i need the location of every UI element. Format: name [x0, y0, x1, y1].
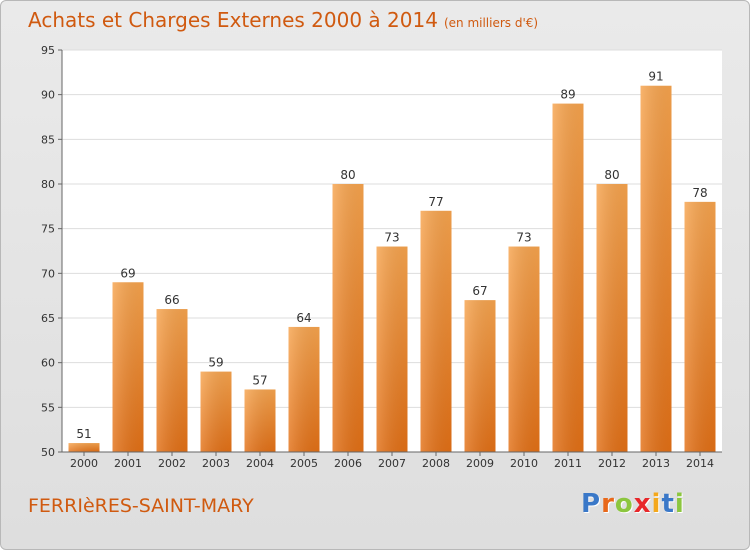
bar-shading-2004	[244, 389, 276, 452]
y-tick-label: 85	[41, 133, 55, 146]
bar-shading-2014	[684, 201, 716, 452]
bar-shading-2003	[200, 371, 232, 452]
data-label-2013: 91	[648, 70, 663, 84]
data-label-2008: 77	[428, 195, 443, 209]
bar-shading-2002	[156, 309, 188, 452]
proxiti-logo: Proxiti	[581, 489, 685, 519]
x-tick-label-2009: 2009	[466, 457, 494, 470]
data-label-2014: 78	[692, 186, 707, 200]
x-tick-label-2007: 2007	[378, 457, 406, 470]
x-tick-label-2003: 2003	[202, 457, 230, 470]
chart-title-text: Achats et Charges Externes 2000 à 2014	[28, 8, 438, 32]
data-label-2012: 80	[604, 168, 619, 182]
y-tick-label: 80	[41, 178, 55, 191]
x-tick-label-2004: 2004	[246, 457, 274, 470]
x-tick-label-2001: 2001	[114, 457, 142, 470]
y-tick-label: 90	[41, 89, 55, 102]
data-label-2001: 69	[120, 266, 135, 280]
logo-letter: i	[651, 489, 662, 519]
logo-letter: t	[661, 489, 675, 519]
x-tick-label-2010: 2010	[510, 457, 538, 470]
bar-shading-2006	[332, 184, 364, 452]
x-tick-label-2011: 2011	[554, 457, 582, 470]
bar-shading-2007	[376, 246, 408, 452]
data-label-2000: 51	[76, 427, 91, 441]
x-tick-label-2002: 2002	[158, 457, 186, 470]
bar-shading-2000	[68, 443, 100, 452]
bar-shading-2012	[596, 184, 628, 452]
y-tick-label: 95	[41, 44, 55, 57]
bar-shading-2008	[420, 210, 452, 452]
axes: 50 55 60 65 70 75 80 85 90 95 2000 2001 2002 2003 2004…	[41, 44, 722, 470]
bar-shading-2009	[464, 300, 496, 452]
data-label-2010: 73	[516, 231, 531, 245]
x-tick-label-2000: 2000	[70, 457, 98, 470]
data-label-2011: 89	[560, 88, 575, 102]
bar-shading-2001	[112, 282, 144, 452]
x-tick-label-2014: 2014	[686, 457, 714, 470]
y-tick-label: 55	[41, 401, 55, 414]
y-tick-label: 65	[41, 312, 55, 325]
bars: 51 69 66 59 57 64 80 73 77 67 73 89 80 91 78	[68, 70, 716, 452]
data-label-2006: 80	[340, 168, 355, 182]
data-label-2003: 59	[208, 356, 223, 370]
logo-letter: P	[581, 489, 602, 519]
y-tick-label: 75	[41, 223, 55, 236]
bar-shading-2013	[640, 85, 672, 452]
logo-letter: r	[601, 489, 615, 519]
data-label-2009: 67	[472, 284, 487, 298]
x-tick-label-2005: 2005	[290, 457, 318, 470]
data-label-2005: 64	[296, 311, 311, 325]
logo-letter: x	[633, 489, 652, 519]
data-label-2002: 66	[164, 293, 179, 307]
x-tick-label-2006: 2006	[334, 457, 362, 470]
x-tick-label-2008: 2008	[422, 457, 450, 470]
y-tick-label: 50	[41, 446, 55, 459]
x-tick-label-2012: 2012	[598, 457, 626, 470]
data-label-2007: 73	[384, 231, 399, 245]
y-tick-label: 70	[41, 267, 55, 280]
bar-shading-2011	[552, 103, 584, 452]
bar-shading-2010	[508, 246, 540, 452]
logo-letter: o	[614, 489, 634, 519]
bar-shading-2005	[288, 326, 320, 452]
x-tick-label-2013: 2013	[642, 457, 670, 470]
logo-letter: i	[674, 489, 685, 519]
chart-subtitle: (en milliers d'€)	[443, 16, 539, 30]
chart-title: Achats et Charges Externes 2000 à 2014 (e…	[28, 8, 538, 32]
data-label-2004: 57	[252, 373, 267, 387]
y-tick-label: 60	[41, 357, 55, 370]
commune-name: FERRIèRES-SAINT-MARY	[28, 495, 254, 517]
